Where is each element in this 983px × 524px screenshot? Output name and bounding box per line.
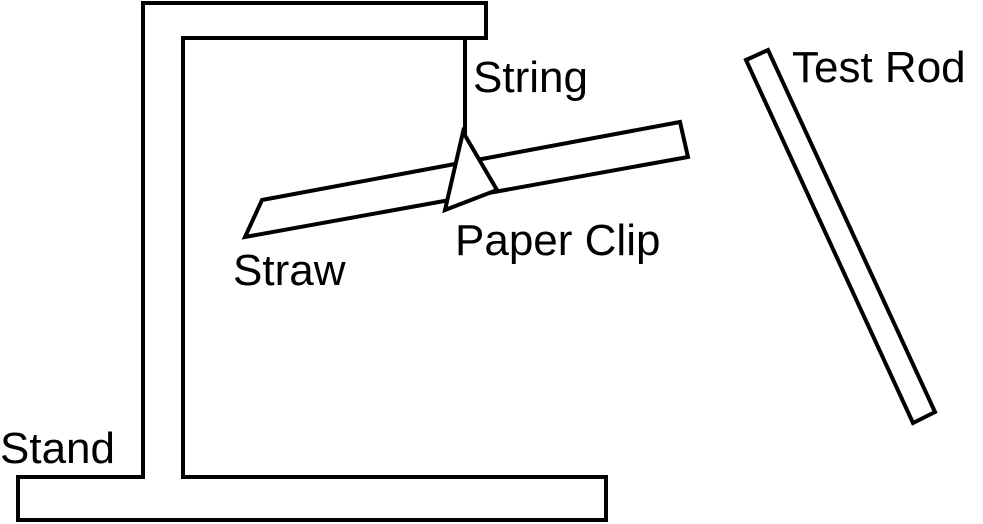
string-label: String	[473, 53, 588, 102]
stand-label: Stand	[0, 424, 115, 473]
paper-clip-label: Paper Clip	[455, 216, 660, 265]
stand-shape	[16, 1, 608, 522]
test-rod-label: Test Rod	[792, 43, 966, 92]
test-rod-shape	[743, 47, 938, 426]
paper-clip-shape	[442, 126, 500, 214]
straw-label: Straw	[233, 246, 346, 295]
